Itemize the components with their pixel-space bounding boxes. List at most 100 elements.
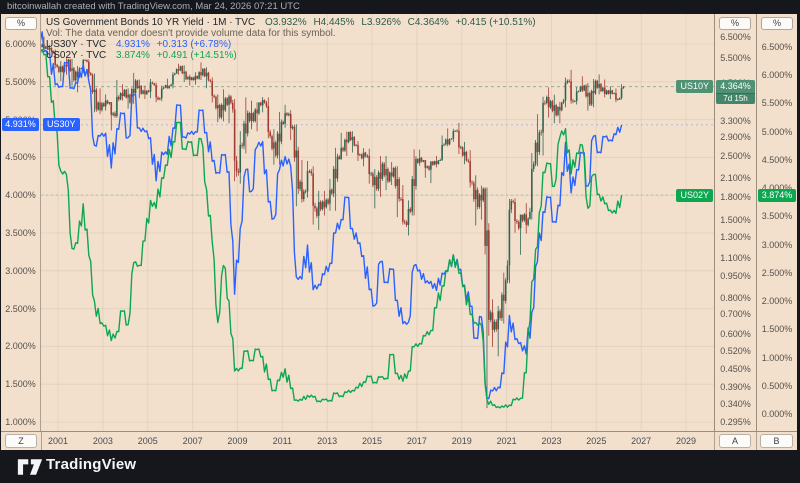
left-price-axis[interactable]: % 6.000%5.500%5.000%4.500%4.000%3.500%3.… bbox=[1, 14, 41, 431]
tradingview-logo-icon[interactable] bbox=[17, 457, 43, 477]
time-axis-year: 2007 bbox=[182, 436, 203, 446]
axis-tick: 4.000% bbox=[5, 190, 36, 201]
ohlc-open: O3.932% bbox=[264, 17, 307, 28]
time-axis-year: 2015 bbox=[362, 436, 383, 446]
us02y-change: +0.491 (+14.51%) bbox=[156, 50, 237, 61]
axis-tick: 0.000% bbox=[761, 409, 793, 419]
axis-tick: 2.000% bbox=[5, 341, 36, 352]
axis-tick: 0.390% bbox=[720, 382, 751, 393]
us02y-price-badge: 3.874% bbox=[758, 188, 796, 202]
axis-tick: 1.800% bbox=[720, 191, 751, 202]
time-axis[interactable]: Z 2001 2003 2005 2007 2009 2011 2013 2015 2017 20… bbox=[1, 431, 797, 450]
us02y-value: 3.874% bbox=[116, 50, 150, 61]
us10y-series-label: US10Y bbox=[676, 80, 713, 94]
time-axis-year: 2003 bbox=[92, 436, 113, 446]
time-axis-year: 2023 bbox=[541, 436, 562, 446]
axis-tick: 0.520% bbox=[720, 346, 751, 357]
axis-tick: 0.950% bbox=[720, 271, 751, 282]
axis-a-unit-button[interactable]: % bbox=[719, 17, 751, 30]
plot-area[interactable]: US Government Bonds 10 YR Yield · 1M · T… bbox=[41, 14, 714, 431]
legend-us02y-row[interactable]: US02Y · TVC 3.874% +0.491 (+14.51%) bbox=[46, 50, 536, 61]
axis-tick: 0.600% bbox=[720, 328, 751, 339]
scale-a-button[interactable]: A bbox=[719, 434, 751, 448]
us30y-price-badge: 4.931% bbox=[2, 118, 39, 132]
time-axis-year: 2029 bbox=[676, 436, 697, 446]
legend-us30y-row[interactable]: US30Y · TVC 4.931% +0.313 (+6.78%) bbox=[46, 39, 536, 50]
axis-tick: 2.000% bbox=[761, 296, 793, 306]
time-axis-year: 2027 bbox=[631, 436, 652, 446]
axis-tick: 5.000% bbox=[761, 126, 793, 137]
time-axis-year: 2019 bbox=[451, 436, 472, 446]
time-axis-year: 2001 bbox=[47, 436, 69, 446]
axis-tick: 3.300% bbox=[720, 116, 751, 127]
chart-panel: % 6.000% 5.500% 5.000% 4.500% 4.000% 3.500% 3.… bbox=[1, 14, 797, 450]
us30y-change: +0.313 (+6.78%) bbox=[156, 39, 232, 50]
axis-tick: 1.500% bbox=[761, 324, 793, 335]
symbol-title[interactable]: US Government Bonds 10 YR Yield · 1M · T… bbox=[46, 17, 256, 28]
axis-tick: 5.500% bbox=[720, 52, 751, 63]
time-axis-year: 2011 bbox=[272, 436, 292, 446]
outer-right-price-axis[interactable]: % 6.500%6.000%5.500%5.000%4.500%4.000%3.… bbox=[756, 14, 797, 431]
axis-tick: 2.500% bbox=[761, 267, 793, 278]
axis-tick: 1.000% bbox=[761, 352, 793, 363]
timezone-button[interactable]: Z bbox=[5, 434, 37, 448]
inner-right-price-axis[interactable]: % 6.500%5.500%4.500%3.900%3.300%2.900%2.… bbox=[714, 14, 756, 431]
us02y-series-label: US02Y bbox=[676, 188, 713, 202]
bar-change: +0.415 (+10.51%) bbox=[455, 17, 536, 28]
axis-tick: 6.500% bbox=[720, 32, 751, 42]
price-chart bbox=[41, 14, 714, 431]
axis-tick: 1.500% bbox=[720, 214, 751, 225]
axis-tick: 3.500% bbox=[761, 211, 793, 222]
time-axis-year: 2005 bbox=[137, 436, 158, 446]
axis-tick: 0.800% bbox=[720, 292, 751, 303]
axis-tick: 4.500% bbox=[5, 152, 36, 163]
axis-tick: 6.000% bbox=[761, 70, 793, 80]
axis-tick: 1.500% bbox=[5, 379, 36, 390]
axis-tick: 5.500% bbox=[5, 76, 36, 87]
time-axis-year: 2013 bbox=[317, 436, 338, 446]
left-axis-unit-button[interactable]: % bbox=[5, 17, 37, 30]
axis-tick: 1.000% bbox=[5, 417, 36, 427]
time-axis-year: 2021 bbox=[496, 436, 517, 446]
axis-tick: 3.000% bbox=[5, 265, 36, 276]
us10y-price-value: 4.364% bbox=[720, 80, 751, 91]
axis-b-unit-button[interactable]: % bbox=[761, 17, 793, 30]
axis-tick: 0.295% bbox=[720, 417, 751, 428]
axis-tick: 4.000% bbox=[757, 183, 797, 193]
us10y-price-badge: 4.364% 7d 15h bbox=[716, 79, 755, 104]
axis-tick: 2.500% bbox=[5, 303, 36, 314]
legend-main-row[interactable]: US Government Bonds 10 YR Yield · 1M · T… bbox=[46, 17, 536, 28]
time-axis-year: 2025 bbox=[586, 436, 607, 446]
time-axis-year: 2017 bbox=[406, 436, 427, 446]
us30y-symbol[interactable]: US30Y · TVC bbox=[46, 39, 107, 50]
axis-tick: 0.450% bbox=[720, 364, 751, 375]
axis-tick: 6.500% bbox=[761, 41, 793, 52]
attribution-bar: bitcoinwallah created with TradingView.c… bbox=[0, 0, 800, 14]
footer-bar: TradingView bbox=[0, 450, 800, 483]
time-axis-year: 2009 bbox=[227, 436, 248, 446]
axis-tick: 2.500% bbox=[720, 150, 751, 161]
scale-b-button[interactable]: B bbox=[760, 434, 793, 448]
ohlc-high: H4.445% bbox=[313, 17, 355, 28]
legend-volume-row: Vol: The data vendor doesn't provide vol… bbox=[46, 28, 336, 39]
axis-tick: 3.500% bbox=[5, 228, 36, 238]
us10y-countdown: 7d 15h bbox=[716, 92, 755, 104]
us30y-series-label: US30Y bbox=[43, 118, 80, 132]
axis-tick: 2.900% bbox=[720, 132, 751, 143]
axis-tick: 5.500% bbox=[761, 98, 793, 109]
axis-tick: 2.100% bbox=[720, 172, 751, 183]
axis-tick: 0.700% bbox=[720, 309, 751, 320]
axis-tick: 4.500% bbox=[761, 154, 793, 165]
axis-tick: 3.000% bbox=[761, 239, 793, 250]
axis-tick: 6.000% bbox=[5, 39, 36, 49]
ohlc-low: L3.926% bbox=[361, 17, 401, 28]
axis-tick: 1.300% bbox=[720, 232, 751, 243]
axis-tick: 1.100% bbox=[720, 253, 751, 264]
price-pane: % 6.000% 5.500% 5.000% 4.500% 4.000% 3.500% 3.… bbox=[1, 14, 797, 431]
us30y-value: 4.931% bbox=[116, 39, 150, 50]
axis-tick: 0.500% bbox=[761, 380, 793, 391]
us02y-symbol[interactable]: US02Y · TVC bbox=[46, 50, 107, 61]
legend: US Government Bonds 10 YR Yield · 1M · T… bbox=[46, 17, 536, 61]
ohlc-close: C4.364% bbox=[407, 17, 449, 28]
tradingview-wordmark[interactable]: TradingView bbox=[46, 456, 137, 473]
